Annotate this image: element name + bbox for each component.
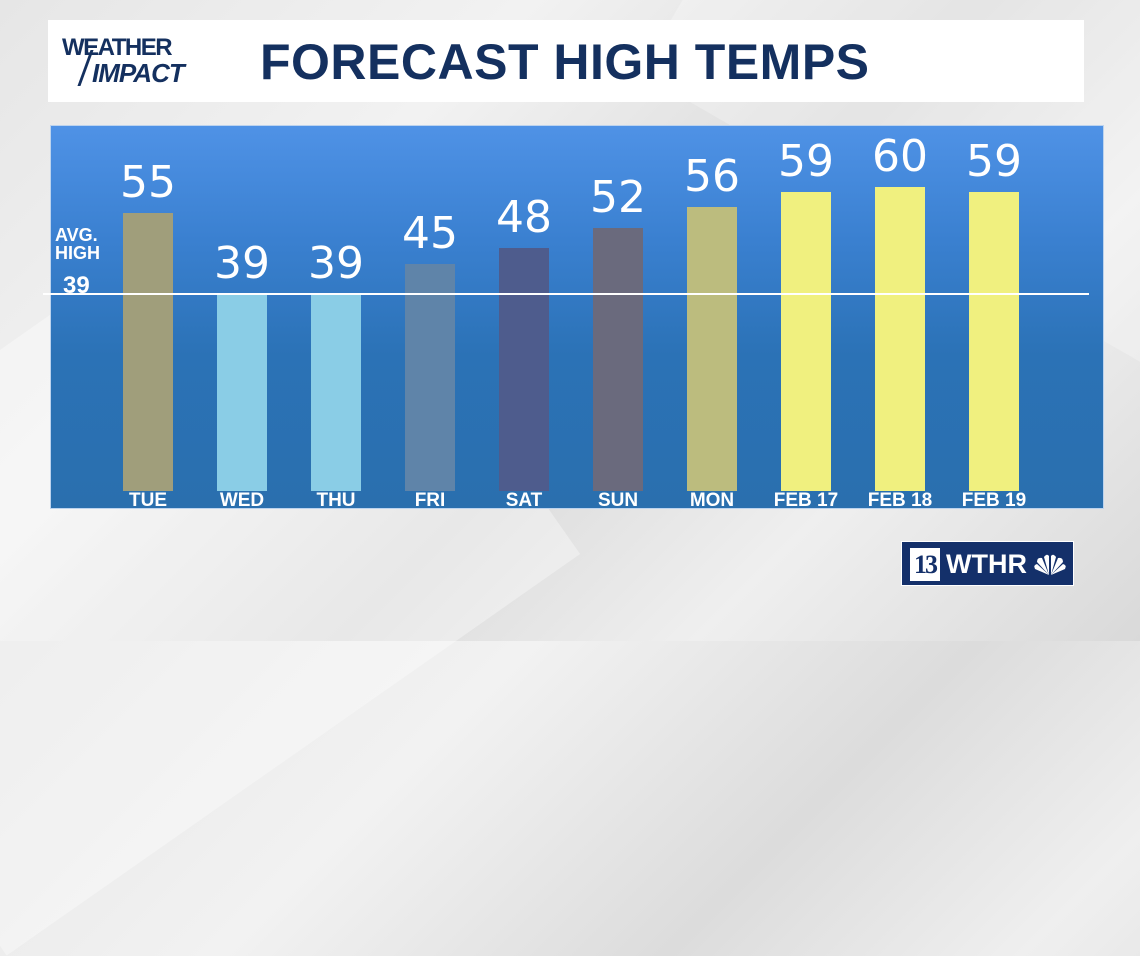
avg-high-reference-line [43, 293, 1089, 295]
bar-value-label: 45 [402, 207, 458, 259]
day-label: FEB 18 [867, 490, 933, 511]
avg-label-line-2: HIGH [55, 243, 100, 263]
bar-value-label: 59 [966, 136, 1022, 188]
day-label: FEB 19 [961, 490, 1027, 511]
day-label: FRI [414, 490, 446, 511]
day-label: MON [689, 490, 735, 511]
bar-value-label: 39 [214, 238, 270, 290]
bar-value-label: 55 [120, 156, 176, 208]
day-label: SUN [597, 490, 639, 511]
bar-feb-18 [875, 187, 925, 491]
weather-impact-logo: WEATHER IMPACT [62, 34, 222, 90]
channel-number: 13 [910, 548, 940, 581]
nbc-peacock-icon [1034, 554, 1066, 575]
bar-value-label: 52 [590, 171, 646, 223]
bar-value-label: 59 [778, 136, 834, 188]
avg-label-line-1: AVG. [55, 225, 98, 245]
bar-tue [123, 212, 173, 491]
avg-high-label: AVG. HIGH [55, 226, 100, 262]
bar-fri [405, 263, 455, 491]
day-label: SAT [505, 490, 543, 511]
logo-line-1: WEATHER [62, 34, 173, 61]
bar-value-label: 60 [872, 131, 928, 182]
day-label: FEB 17 [773, 490, 839, 511]
bar-wed [217, 294, 267, 491]
day-label: THU [316, 490, 356, 511]
bar-thu [311, 294, 361, 491]
call-sign: WTHR [946, 549, 1027, 579]
logo-line-2: IMPACT [92, 58, 185, 88]
station-logo: 13 WTHR [901, 541, 1074, 586]
bar-value-label: 56 [684, 151, 740, 203]
bar-mon [687, 207, 737, 491]
day-label: WED [219, 490, 265, 511]
bar-feb-17 [781, 192, 831, 491]
bar-sat [499, 248, 549, 491]
chart-title: FORECAST HIGH TEMPS [260, 34, 870, 90]
bar-sun [593, 227, 643, 491]
title-banner: WEATHER IMPACT FORECAST HIGH TEMPS [48, 20, 1084, 102]
chart-panel: AVG. HIGH 39 55 TUE 39 WED 39 THU 45 FRI 48 SAT 52… [43, 125, 1104, 511]
bar-feb-19 [969, 192, 1019, 491]
day-label: TUE [129, 490, 167, 511]
bar-value-label: 39 [308, 238, 364, 290]
bar-value-label: 48 [496, 192, 552, 244]
